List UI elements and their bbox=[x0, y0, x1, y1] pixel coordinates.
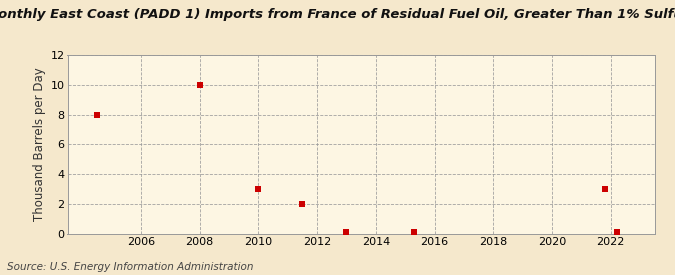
Point bbox=[611, 230, 622, 235]
Text: Source: U.S. Energy Information Administration: Source: U.S. Energy Information Administ… bbox=[7, 262, 253, 272]
Point bbox=[91, 112, 102, 117]
Y-axis label: Thousand Barrels per Day: Thousand Barrels per Day bbox=[34, 67, 47, 221]
Text: Monthly East Coast (PADD 1) Imports from France of Residual Fuel Oil, Greater Th: Monthly East Coast (PADD 1) Imports from… bbox=[0, 8, 675, 21]
Point bbox=[297, 202, 308, 206]
Point bbox=[599, 187, 610, 191]
Point bbox=[341, 230, 352, 235]
Point bbox=[194, 82, 205, 87]
Point bbox=[253, 187, 264, 191]
Point bbox=[408, 230, 419, 235]
